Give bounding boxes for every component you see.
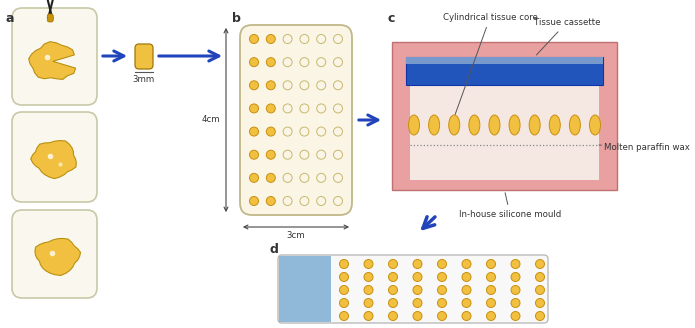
Circle shape: [266, 150, 275, 159]
Circle shape: [511, 312, 520, 320]
Circle shape: [364, 285, 373, 295]
Circle shape: [437, 259, 446, 269]
Text: Tissue cassette: Tissue cassette: [534, 18, 600, 55]
Text: 4cm: 4cm: [202, 115, 220, 125]
FancyBboxPatch shape: [12, 112, 97, 202]
Text: Hand held tissue
sampler: Hand held tissue sampler: [0, 327, 1, 328]
Circle shape: [536, 259, 544, 269]
Circle shape: [486, 259, 496, 269]
Circle shape: [511, 285, 520, 295]
Text: 3cm: 3cm: [287, 231, 305, 240]
Circle shape: [413, 285, 422, 295]
FancyBboxPatch shape: [12, 210, 97, 298]
Circle shape: [266, 127, 275, 136]
Text: d: d: [270, 243, 279, 256]
Circle shape: [437, 312, 446, 320]
Bar: [410, 57, 599, 180]
Circle shape: [266, 174, 275, 182]
FancyBboxPatch shape: [12, 8, 97, 105]
Circle shape: [250, 174, 259, 182]
Text: c: c: [387, 12, 394, 25]
Text: Molten paraffin wax: Molten paraffin wax: [599, 144, 690, 153]
Circle shape: [389, 285, 398, 295]
Circle shape: [266, 81, 275, 90]
Circle shape: [437, 273, 446, 281]
Circle shape: [413, 298, 422, 308]
Circle shape: [250, 34, 259, 44]
Circle shape: [536, 273, 544, 281]
Ellipse shape: [589, 115, 600, 135]
Ellipse shape: [549, 115, 560, 135]
Circle shape: [389, 273, 398, 281]
Text: a: a: [5, 12, 13, 25]
Circle shape: [266, 58, 275, 67]
Circle shape: [364, 298, 373, 308]
Circle shape: [486, 285, 496, 295]
Circle shape: [339, 273, 348, 281]
Circle shape: [462, 273, 471, 281]
Circle shape: [536, 285, 544, 295]
Circle shape: [462, 298, 471, 308]
Bar: [279, 256, 331, 322]
Circle shape: [266, 104, 275, 113]
Circle shape: [389, 259, 398, 269]
Ellipse shape: [469, 115, 480, 135]
Polygon shape: [31, 141, 76, 179]
Circle shape: [364, 273, 373, 281]
FancyBboxPatch shape: [278, 255, 548, 323]
Circle shape: [413, 259, 422, 269]
Circle shape: [250, 127, 259, 136]
Text: Cylindrical tissue core: Cylindrical tissue core: [443, 13, 537, 114]
Ellipse shape: [489, 115, 500, 135]
Circle shape: [413, 273, 422, 281]
Circle shape: [511, 259, 520, 269]
FancyBboxPatch shape: [135, 44, 153, 69]
Ellipse shape: [509, 115, 520, 135]
Bar: [392, 42, 617, 190]
Ellipse shape: [449, 115, 459, 135]
Circle shape: [511, 298, 520, 308]
Ellipse shape: [409, 115, 420, 135]
Circle shape: [250, 104, 259, 113]
Circle shape: [266, 34, 275, 44]
Polygon shape: [28, 42, 76, 79]
Circle shape: [339, 312, 348, 320]
Circle shape: [462, 285, 471, 295]
Circle shape: [511, 273, 520, 281]
Text: 3mm: 3mm: [133, 75, 155, 84]
Circle shape: [266, 196, 275, 206]
Circle shape: [250, 196, 259, 206]
Circle shape: [389, 312, 398, 320]
Circle shape: [486, 298, 496, 308]
Circle shape: [389, 298, 398, 308]
Ellipse shape: [429, 115, 440, 135]
Circle shape: [364, 259, 373, 269]
Circle shape: [462, 259, 471, 269]
Circle shape: [437, 285, 446, 295]
Circle shape: [250, 81, 259, 90]
Circle shape: [364, 312, 373, 320]
Circle shape: [250, 58, 259, 67]
Circle shape: [462, 312, 471, 320]
FancyBboxPatch shape: [240, 25, 352, 215]
Bar: [406, 57, 603, 64]
Ellipse shape: [529, 115, 540, 135]
Circle shape: [486, 312, 496, 320]
Circle shape: [437, 298, 446, 308]
Text: b: b: [232, 12, 241, 25]
Text: In-house silicone mould: In-house silicone mould: [459, 193, 561, 219]
Circle shape: [339, 298, 348, 308]
Circle shape: [339, 259, 348, 269]
Circle shape: [413, 312, 422, 320]
Circle shape: [486, 273, 496, 281]
Circle shape: [536, 298, 544, 308]
Bar: [406, 57, 603, 85]
Circle shape: [339, 285, 348, 295]
Ellipse shape: [569, 115, 580, 135]
FancyBboxPatch shape: [47, 14, 54, 22]
Circle shape: [250, 150, 259, 159]
Polygon shape: [35, 238, 81, 276]
Circle shape: [536, 312, 544, 320]
